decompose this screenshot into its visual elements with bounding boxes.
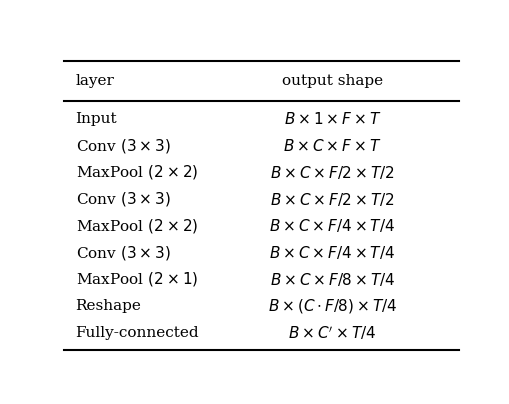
Text: MaxPool $(2 \times 1)$: MaxPool $(2 \times 1)$ <box>75 270 197 288</box>
Text: Input: Input <box>75 112 117 126</box>
Text: Fully-connected: Fully-connected <box>75 326 199 340</box>
Text: MaxPool $(2 \times 2)$: MaxPool $(2 \times 2)$ <box>75 163 197 181</box>
Text: Reshape: Reshape <box>75 299 141 313</box>
Text: $B \times C \times F/4 \times T/4$: $B \times C \times F/4 \times T/4$ <box>269 217 395 234</box>
Text: MaxPool $(2 \times 2)$: MaxPool $(2 \times 2)$ <box>75 217 197 235</box>
Text: Conv $(3 \times 3)$: Conv $(3 \times 3)$ <box>75 244 170 261</box>
Text: $B \times 1 \times F \times T$: $B \times 1 \times F \times T$ <box>284 111 380 127</box>
Text: $B \times C \times F \times T$: $B \times C \times F \times T$ <box>283 137 381 154</box>
Text: layer: layer <box>75 74 114 88</box>
Text: $B \times C \times F/4 \times T/4$: $B \times C \times F/4 \times T/4$ <box>269 244 395 261</box>
Text: $B \times C \times F/2 \times T/2$: $B \times C \times F/2 \times T/2$ <box>270 164 394 181</box>
Text: $B \times (C \cdot F/8) \times T/4$: $B \times (C \cdot F/8) \times T/4$ <box>267 297 397 315</box>
Text: $B \times C \times F/2 \times T/2$: $B \times C \times F/2 \times T/2$ <box>270 191 394 208</box>
Text: Conv $(3 \times 3)$: Conv $(3 \times 3)$ <box>75 137 170 154</box>
Text: Conv $(3 \times 3)$: Conv $(3 \times 3)$ <box>75 190 170 208</box>
Text: $B \times C \times F/8 \times T/4$: $B \times C \times F/8 \times T/4$ <box>269 271 394 288</box>
Text: $B \times C' \times T/4$: $B \times C' \times T/4$ <box>288 324 376 342</box>
Text: output shape: output shape <box>281 74 382 88</box>
